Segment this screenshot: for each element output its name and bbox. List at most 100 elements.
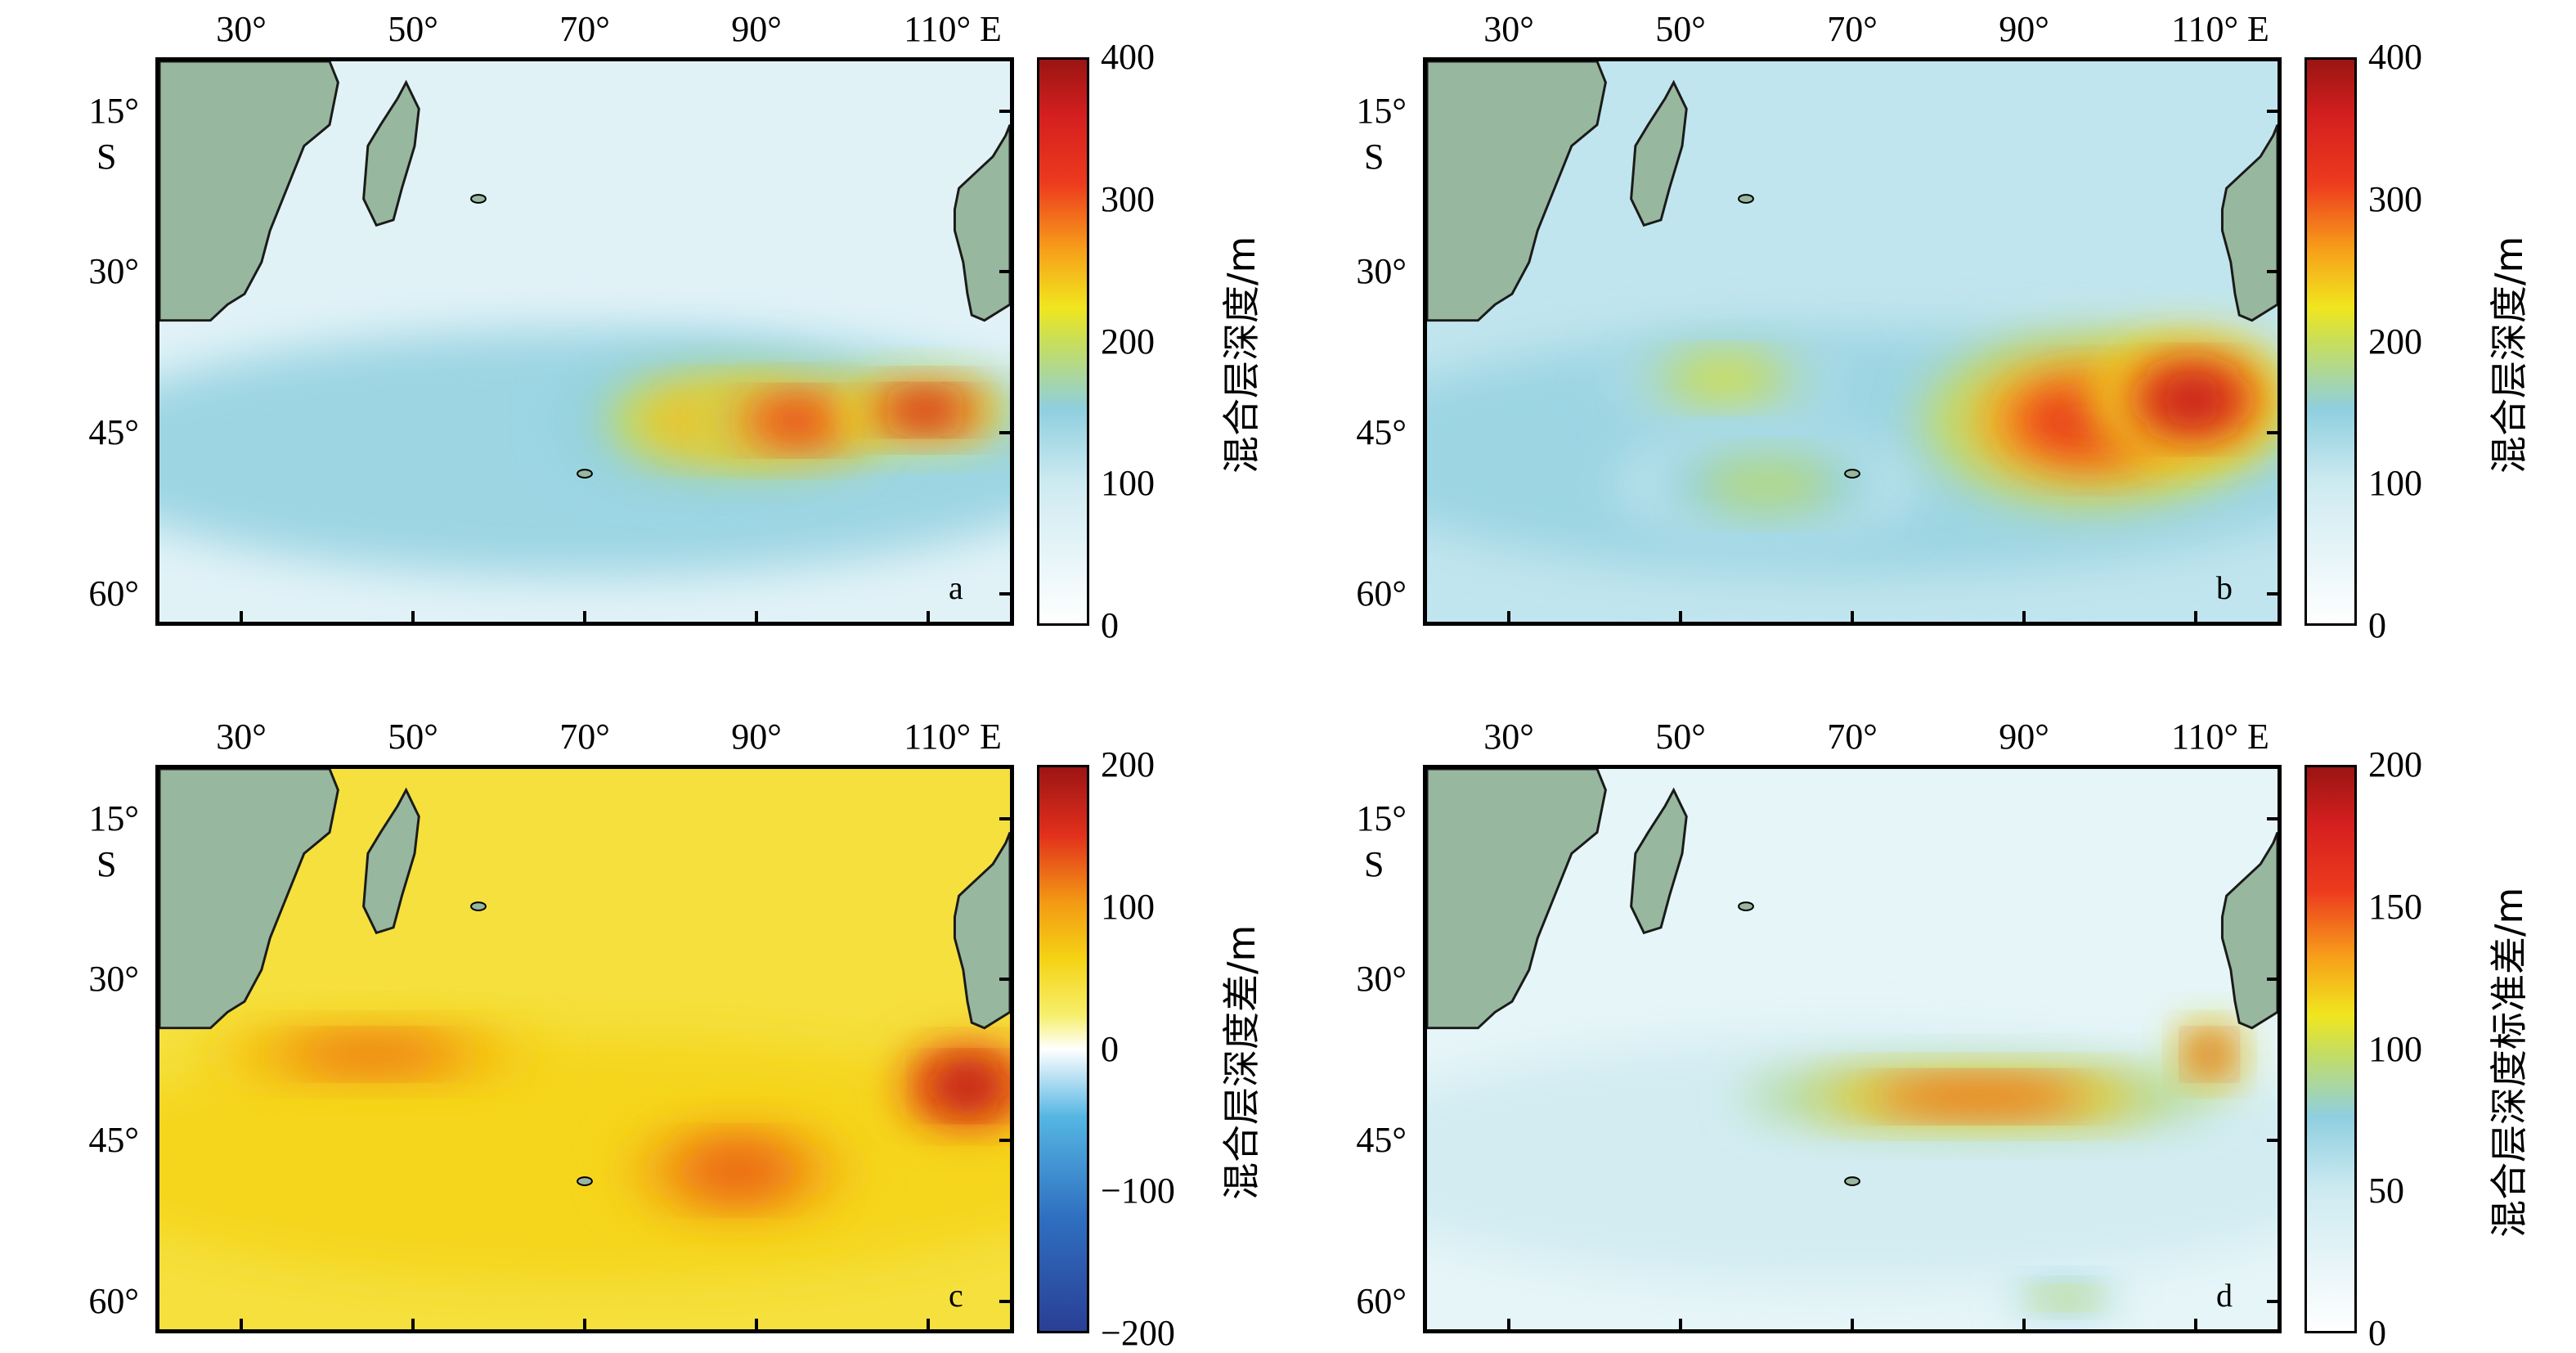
y-tick-mark [2267,816,2278,820]
y-tick-mark [999,109,1011,113]
x-tick-label: 90° [1999,9,2049,49]
y-tick-mark [999,816,1011,820]
colorbar-title: 混合层深度/m [2487,236,2531,474]
x-tick-label: 30° [1483,9,1534,49]
field-feature-1 [2194,1040,2225,1069]
x-tick-label: 50° [388,717,438,757]
australia-landmass [2220,124,2278,322]
colorbar-title: 混合层深度标准差/m [2487,887,2531,1238]
field-belt [159,1036,1010,1283]
panel-label: c [949,1277,963,1314]
island-1 [1844,469,1860,479]
x-tick-label: 90° [731,9,782,49]
field-feature-1 [751,402,844,440]
x-tick-label: 30° [216,717,267,757]
hemisphere-label: S [96,843,117,884]
colorbar-tick-label: −200 [1101,1313,1175,1353]
y-tick-label: 30° [88,959,139,1000]
y-tick-mark [999,591,1011,596]
x-tick-mark [2194,1319,2197,1330]
field-feature-0 [295,1040,449,1069]
x-tick-label: 70° [559,9,610,49]
y-tick-mark [2267,270,2278,274]
x-tick-mark [1507,611,1510,623]
y-tick-mark [2267,978,2278,982]
x-tick-mark [411,611,415,623]
map-field-c [159,769,1010,1329]
y-tick-mark [999,978,1011,982]
field-feature-2 [886,396,963,425]
madagascar-landmass [1630,79,1688,227]
y-tick-label: 15° [1356,90,1407,131]
colorbar-tick-label: 200 [2368,744,2422,784]
field-feature-0 [1872,1082,2088,1112]
field-feature-2 [936,1067,999,1105]
colorbar-d [2304,765,2357,1333]
panel-label: d [2216,1277,2233,1314]
y-tick-mark [2267,591,2278,596]
field-feature-2 [2041,1290,2089,1305]
y-tick-mark [999,270,1011,274]
colorbar-tick-label: 0 [1101,1028,1119,1069]
y-tick-label: 30° [1356,959,1407,1000]
y-tick-mark [2267,430,2278,434]
x-tick-label: 50° [1655,717,1706,757]
map-panel-b [1423,57,2282,626]
map-panel-d [1423,765,2282,1333]
y-tick-label: 15° [88,798,139,838]
x-tick-mark [1507,1319,1510,1330]
australia-landmass [953,124,1010,322]
africa-landmass [1427,769,1607,1030]
africa-landmass [159,769,339,1030]
colorbar-tick-label: 50 [2368,1171,2404,1211]
x-tick-label: 30° [1483,717,1534,757]
colorbar-tick-label: 100 [2368,1028,2422,1069]
x-tick-label: 70° [559,717,610,757]
x-tick-mark [583,1319,586,1330]
colorbar-tick-label: 0 [1101,605,1119,645]
y-tick-label: 60° [1356,573,1407,614]
colorbar-a [1037,57,1089,626]
madagascar-landmass [362,787,420,935]
y-tick-label: 15° [1356,798,1407,838]
map-panel-c [155,765,1014,1333]
madagascar-landmass [1630,787,1688,935]
y-tick-label: 60° [88,573,139,614]
island-1 [577,1176,593,1186]
y-tick-label: 15° [88,90,139,131]
colorbar-tick-label: 400 [2368,37,2422,77]
colorbar-tick-label: 200 [1101,744,1155,784]
field-feature-3 [2146,371,2239,429]
island-1 [1844,1176,1860,1186]
x-tick-mark [583,611,586,623]
field-feature-1 [684,1147,792,1195]
x-tick-label: 110° E [904,717,1002,757]
x-tick-mark [240,611,243,623]
y-tick-label: 30° [88,251,139,292]
x-tick-mark [2194,611,2197,623]
x-tick-mark [2022,611,2026,623]
colorbar-tick-label: 300 [1101,178,1155,219]
x-tick-label: 110° E [2171,9,2269,49]
x-tick-mark [927,1319,930,1330]
y-tick-label: 60° [1356,1280,1407,1321]
x-tick-label: 110° E [2171,717,2269,757]
x-tick-mark [1851,611,1854,623]
australia-landmass [2220,832,2278,1030]
colorbar-title: 混合层深度差/m [1219,924,1263,1200]
x-tick-label: 50° [1655,9,1706,49]
x-tick-label: 90° [731,717,782,757]
y-tick-mark [2267,1299,2278,1303]
y-tick-label: 45° [1356,1119,1407,1160]
panel-label: b [2216,569,2233,606]
map-field-b [1427,61,2278,622]
map-field-d [1427,769,2278,1329]
y-tick-label: 45° [88,1119,139,1160]
map-field-a [159,61,1010,622]
colorbar-b [2304,57,2357,626]
x-tick-mark [1679,611,1682,623]
hemisphere-label: S [1364,136,1384,177]
y-tick-mark [2267,109,2278,113]
x-tick-mark [2022,1319,2026,1330]
field-feature-1 [1698,460,1837,509]
